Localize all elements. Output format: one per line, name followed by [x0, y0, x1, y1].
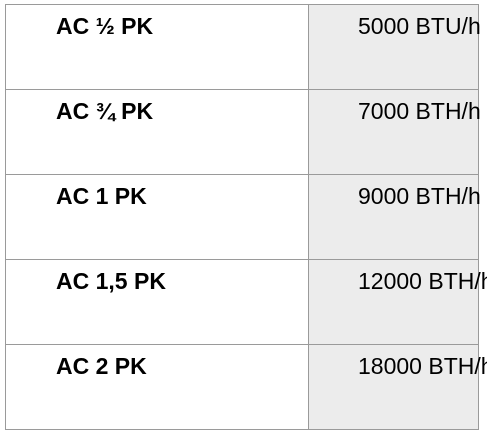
capacity-value: 9000 BTH/h — [358, 183, 481, 209]
ac-size-cell: AC ¾ PK — [5, 89, 309, 175]
capacity-value: 12000 BTH/h — [358, 268, 487, 294]
ac-size-label: AC 1 PK — [56, 183, 147, 209]
ac-size-cell: AC 1 PK — [5, 174, 309, 260]
table-row: AC ¾ PK 7000 BTH/h — [5, 89, 481, 175]
capacity-cell: 5000 BTU/h — [308, 4, 481, 90]
ac-size-cell: AC ½ PK — [5, 4, 309, 90]
table-row: AC 1 PK 9000 BTH/h — [5, 174, 481, 260]
capacity-value: 5000 BTU/h — [358, 13, 481, 39]
ac-size-label: AC ¾ PK — [56, 98, 154, 124]
capacity-cell: 7000 BTH/h — [308, 89, 481, 175]
ac-size-cell: AC 2 PK — [5, 344, 309, 430]
table-row: AC 2 PK 18000 BTH/h — [5, 344, 487, 430]
ac-size-label: AC 2 PK — [56, 353, 147, 379]
ac-capacity-table: AC ½ PK 5000 BTU/h AC ¾ PK 7000 BTH/h AC… — [5, 4, 487, 430]
table-row: AC 1,5 PK 12000 BTH/h — [5, 259, 487, 345]
capacity-value: 7000 BTH/h — [358, 98, 481, 124]
ac-size-label: AC ½ PK — [56, 13, 154, 39]
capacity-cell: 18000 BTH/h — [308, 344, 487, 430]
ac-size-cell: AC 1,5 PK — [5, 259, 309, 345]
ac-size-label: AC 1,5 PK — [56, 268, 166, 294]
capacity-cell: 9000 BTH/h — [308, 174, 481, 260]
table-row: AC ½ PK 5000 BTU/h — [5, 4, 481, 90]
capacity-value: 18000 BTH/h — [358, 353, 487, 379]
capacity-cell: 12000 BTH/h — [308, 259, 487, 345]
